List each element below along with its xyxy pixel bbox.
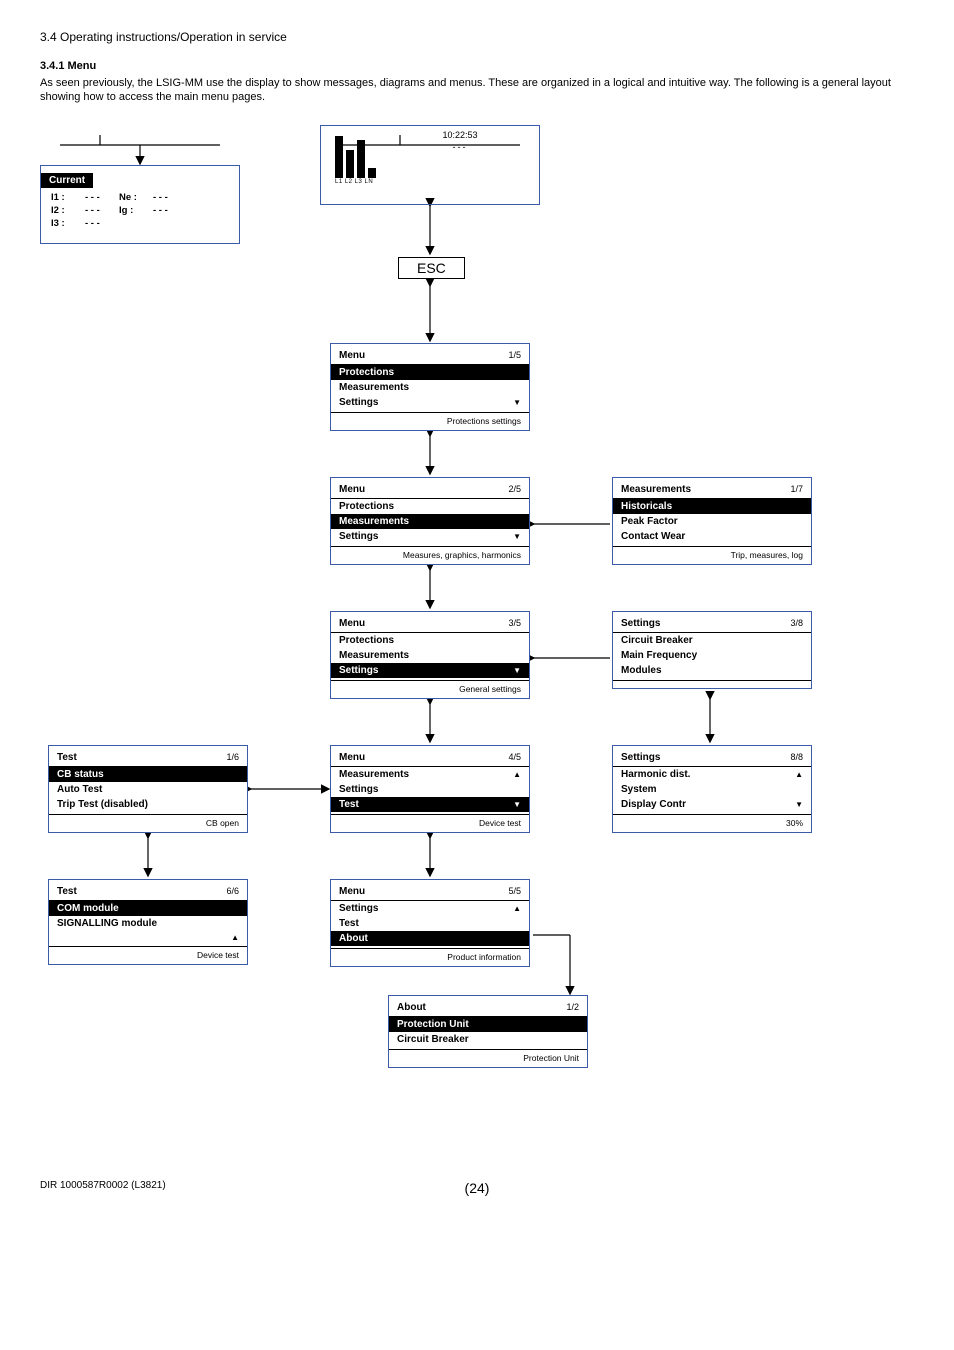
menu-item: Measurements (331, 648, 529, 663)
settings-8-8: Settings8/8Harmonic dist.▲SystemDisplay … (612, 745, 812, 833)
menu-1-5: Menu1/5ProtectionsMeasurementsSettings▼ P… (330, 343, 530, 431)
page-footer: DIR 1000587R0002 (L3821) (24) (40, 1180, 914, 1191)
menu-item: Settings▲ (331, 901, 529, 916)
menu-item: Measurements (331, 380, 529, 395)
bar-group (335, 136, 531, 178)
test-6-6: Test6/6COM moduleSIGNALLING module▲ Devic… (48, 879, 248, 965)
menu-item: Display Contr▼ (613, 797, 811, 812)
menu-item: Protections (331, 633, 529, 648)
box-title: Menu1/5 (331, 350, 529, 365)
box-footer: General settings (331, 680, 529, 694)
menu-item: CB status (49, 767, 247, 782)
settings-3-8: Settings3/8Circuit BreakerMain Frequency… (612, 611, 812, 689)
menu-4-5: Menu4/5Measurements▲SettingsTest▼ Device … (330, 745, 530, 833)
histogram-screen: 10:22:53 --- L1 L2 L3 LN (320, 125, 540, 205)
menu-diagram: 10:22:53 --- L1 L2 L3 LN Current I1 :- -… (40, 125, 914, 1185)
about-1-2: About1/2Protection UnitCircuit BreakerPr… (388, 995, 588, 1068)
menu-5-5: Menu5/5Settings▲TestAbout Product informa… (330, 879, 530, 967)
bar-l2 (346, 150, 354, 178)
box-footer: Device test (331, 814, 529, 828)
menu-item: Settings▼ (331, 395, 529, 410)
menu-item: Settings (331, 782, 529, 797)
menu-item: Harmonic dist.▲ (613, 767, 811, 782)
page-number: (24) (465, 1180, 490, 1196)
menu-item: About (331, 931, 529, 946)
menu-item: Circuit Breaker (613, 633, 811, 648)
box-title: Measurements1/7 (613, 484, 811, 499)
menu-item: Peak Factor (613, 514, 811, 529)
box-title: Menu2/5 (331, 484, 529, 499)
box-title: About1/2 (389, 1002, 587, 1017)
box-title: Menu5/5 (331, 886, 529, 901)
body-paragraph: As seen previously, the LSIG-MM use the … (40, 76, 914, 105)
test-1-6: Test1/6CB statusAuto TestTrip Test (disa… (48, 745, 248, 833)
menu-item: Protection Unit (389, 1017, 587, 1032)
bar-l3 (357, 140, 365, 178)
menu-item: Protections (331, 365, 529, 380)
box-title: Settings8/8 (613, 752, 811, 767)
menu-item: Main Frequency (613, 648, 811, 663)
bar-axis-labels: L1 L2 L3 LN (335, 179, 531, 185)
measurements-1-7: Measurements1/7HistoricalsPeak FactorCon… (612, 477, 812, 565)
box-title: Menu3/5 (331, 618, 529, 633)
doc-id: DIR 1000587R0002 (L3821) (40, 1180, 166, 1191)
current-rows: I1 :- - -Ne :- - - I2 :- - -Ig :- - - I3… (41, 188, 239, 229)
box-footer: Measures, graphics, harmonics (331, 546, 529, 560)
current-screen: Current I1 :- - -Ne :- - - I2 :- - -Ig :… (40, 165, 240, 244)
box-title: Test6/6 (49, 886, 247, 901)
menu-item: Auto Test (49, 782, 247, 797)
box-footer (613, 680, 811, 684)
heading-menu: 3.4.1 Menu (40, 60, 914, 72)
menu-item: Settings▼ (331, 663, 529, 678)
menu-item: System (613, 782, 811, 797)
box-footer: 30% (613, 814, 811, 828)
bar-ln (368, 168, 376, 178)
box-title: Settings3/8 (613, 618, 811, 633)
menu-item: Measurements (331, 514, 529, 529)
menu-3-5: Menu3/5ProtectionsMeasurementsSettings▼ G… (330, 611, 530, 699)
esc-box: ESC (398, 257, 465, 279)
menu-item: Modules (613, 663, 811, 678)
current-title: Current (41, 173, 93, 188)
menu-item: Contact Wear (613, 529, 811, 544)
menu-item: Test (331, 916, 529, 931)
box-footer: Device test (49, 946, 247, 960)
bar-l1 (335, 136, 343, 178)
menu-item: Historicals (613, 499, 811, 514)
box-footer: Protection Unit (389, 1049, 587, 1063)
menu-2-5: Menu2/5ProtectionsMeasurementsSettings▼ M… (330, 477, 530, 565)
menu-item: ▲ (49, 931, 247, 944)
box-footer: Trip, measures, log (613, 546, 811, 560)
menu-item: Test▼ (331, 797, 529, 812)
box-footer: CB open (49, 814, 247, 828)
box-footer: Product information (331, 948, 529, 962)
menu-item: SIGNALLING module (49, 916, 247, 931)
menu-item: Trip Test (disabled) (49, 797, 247, 812)
menu-item: Circuit Breaker (389, 1032, 587, 1047)
menu-item: COM module (49, 901, 247, 916)
menu-item: Protections (331, 499, 529, 514)
box-title: Menu4/5 (331, 752, 529, 767)
box-title: Test1/6 (49, 752, 247, 767)
menu-item: Settings▼ (331, 529, 529, 544)
box-footer: Protections settings (331, 412, 529, 426)
menu-item: Measurements▲ (331, 767, 529, 782)
subsection-number: 3.4 Operating instructions/Operation in … (40, 30, 914, 44)
